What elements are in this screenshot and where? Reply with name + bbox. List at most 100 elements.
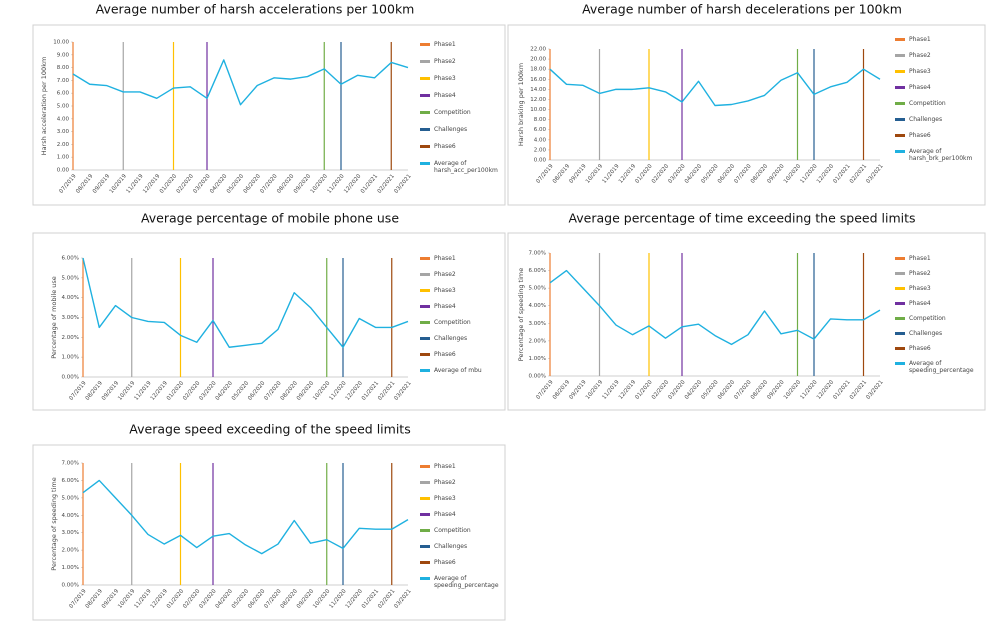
legend-label: Phase1 (434, 255, 456, 262)
y-tick-label: 4.00% (529, 303, 546, 309)
legend-item: Phase1 (420, 463, 502, 470)
legend: Phase1 Phase2 Phase3 Phase4 Competition Chall… (420, 463, 502, 598)
legend-label: Phase2 (909, 270, 931, 277)
legend-label: Average of mbu (434, 367, 482, 374)
y-tick-label: 1.00% (62, 565, 79, 571)
legend-swatch (420, 273, 430, 276)
legend-item: Phase1 (420, 41, 502, 48)
y-tick-label: 3.00% (529, 321, 546, 327)
x-tick-label: 03/2021 (865, 379, 884, 400)
legend-item: Phase4 (420, 511, 502, 518)
legend-label: Challenges (434, 126, 468, 133)
legend-item: Phase4 (420, 303, 502, 310)
y-tick-label: 6.00 (57, 91, 70, 97)
legend-swatch (420, 337, 430, 340)
y-tick-label: 7.00% (62, 461, 79, 467)
y-tick-label: 2.00 (57, 142, 70, 148)
legend-label: Phase4 (909, 300, 931, 307)
legend-swatch (895, 134, 905, 137)
legend: Phase1 Phase2 Phase3 Phase4 Competition Chall… (420, 41, 502, 184)
legend-swatch (420, 561, 430, 564)
chart-title: Average number of harsh accelerations pe… (96, 2, 415, 17)
legend-label: Phase3 (909, 285, 931, 292)
legend-item: Challenges (420, 335, 502, 342)
legend-label: Competition (909, 315, 946, 322)
legend-swatch (420, 577, 430, 580)
legend-item: Phase1 (420, 255, 502, 262)
legend-swatch (895, 332, 905, 335)
legend-swatch (420, 497, 430, 500)
legend-swatch (895, 70, 905, 73)
legend-item: Competition (420, 527, 502, 534)
legend-swatch (420, 353, 430, 356)
legend-swatch (420, 94, 430, 97)
legend-swatch (895, 257, 905, 260)
data-line (549, 68, 881, 107)
legend-label: Phase3 (434, 495, 456, 502)
legend-item: Challenges (420, 126, 502, 133)
legend-swatch (420, 369, 430, 372)
legend-label: Average of speeding_percentage (909, 360, 974, 374)
data-line (82, 479, 409, 555)
y-tick-label: 0.00% (62, 583, 79, 589)
y-tick-label: 1.00 (57, 155, 70, 161)
legend-item: Phase4 (895, 84, 977, 91)
y-tick-label: 4.00 (534, 137, 547, 143)
y-tick-label: 5.00 (57, 104, 70, 110)
legend-label: Phase3 (434, 287, 456, 294)
legend-item: Phase2 (420, 58, 502, 65)
y-tick-label: 7.00% (529, 251, 546, 257)
legend-item: Phase2 (420, 271, 502, 278)
y-tick-label: 0.00% (62, 375, 79, 381)
legend-item: Phase3 (420, 495, 502, 502)
legend-item: Phase2 (895, 270, 977, 277)
y-tick-label: 3.00% (62, 315, 79, 321)
data-line (72, 59, 409, 106)
legend-swatch (895, 54, 905, 57)
chart-frame (507, 232, 986, 411)
legend-item: Average of harsh_acc_per100km (420, 160, 502, 174)
y-tick-label: 10.00 (53, 40, 69, 46)
legend-swatch (420, 111, 430, 114)
legend-swatch (895, 86, 905, 89)
legend-label: Phase2 (434, 479, 456, 486)
y-tick-label: 2.00% (529, 338, 546, 344)
legend: Phase1 Phase2 Phase3 Phase4 Competition Chall… (420, 255, 502, 383)
y-tick-label: 8.00 (534, 117, 547, 123)
legend-label: Phase6 (434, 143, 456, 150)
legend: Phase1 Phase2 Phase3 Phase4 Competition Chall… (895, 255, 977, 382)
y-tick-label: 4.00% (62, 513, 79, 519)
legend-label: Phase4 (434, 511, 456, 518)
legend-item: Phase3 (895, 68, 977, 75)
legend-item: Competition (420, 109, 502, 116)
chart-title: Average number of harsh decelerations pe… (582, 2, 902, 17)
legend-label: Challenges (434, 335, 468, 342)
legend-label: Average of harsh_brk_per100km (909, 148, 973, 162)
legend-label: Phase6 (909, 132, 931, 139)
legend-label: Challenges (434, 543, 468, 550)
y-tick-label: 12.00 (530, 97, 546, 103)
legend-swatch (420, 77, 430, 80)
legend-label: Phase1 (434, 41, 456, 48)
y-axis-label: Harsh braking per 100km (517, 63, 525, 146)
legend-label: Phase1 (909, 36, 931, 43)
legend-label: Phase1 (434, 463, 456, 470)
legend-swatch (420, 145, 430, 148)
y-tick-label: 14.00 (530, 87, 546, 93)
y-axis-label: Percentage of speeding time (50, 477, 58, 570)
y-tick-label: 16.00 (530, 77, 546, 83)
legend-label: Phase3 (909, 68, 931, 75)
data-line (549, 269, 881, 346)
y-tick-label: 6.00% (62, 478, 79, 484)
chart-frame (32, 24, 506, 206)
legend-item: Competition (420, 319, 502, 326)
legend-label: Phase2 (909, 52, 931, 59)
legend-swatch (420, 305, 430, 308)
legend-swatch (420, 481, 430, 484)
y-tick-label: 5.00% (529, 286, 546, 292)
y-tick-label: 4.00 (57, 116, 70, 122)
legend-label: Competition (909, 100, 946, 107)
legend-swatch (420, 289, 430, 292)
